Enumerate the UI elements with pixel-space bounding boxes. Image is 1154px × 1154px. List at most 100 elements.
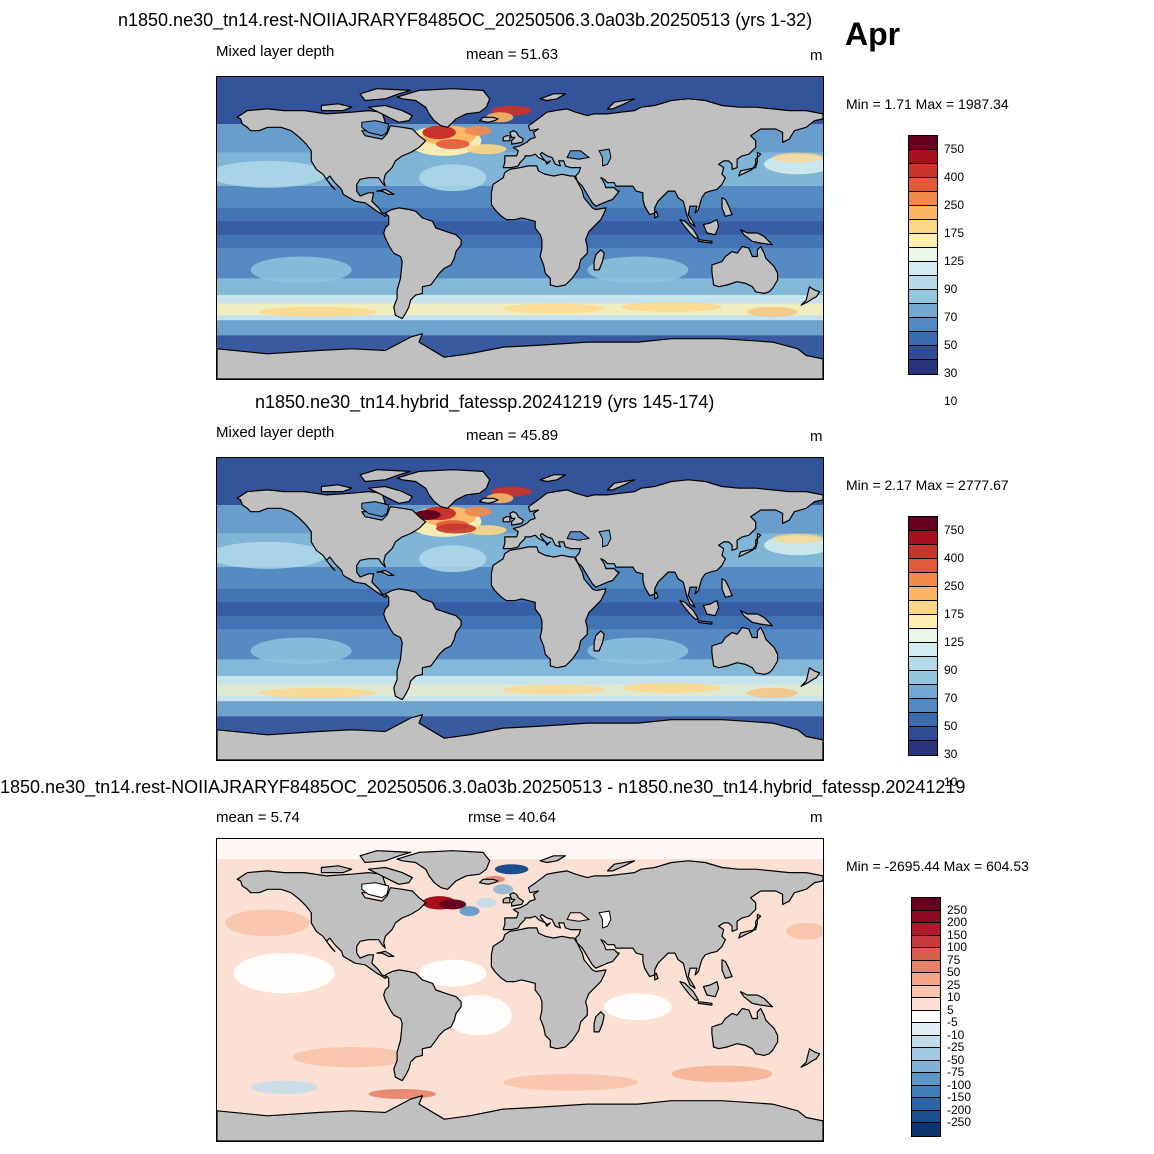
- panel2-mean-label: mean = 45.89: [466, 427, 559, 444]
- colorbar-label: 50: [947, 965, 961, 980]
- colorbar-label: 70: [944, 310, 958, 324]
- colorbar-label: 175: [944, 607, 965, 621]
- black-sea: [566, 912, 591, 922]
- colorbar-label: 125: [944, 254, 965, 268]
- colorbar-label: 150: [947, 927, 968, 942]
- land-novaya: [606, 860, 636, 872]
- colorbar-label: 30: [944, 747, 958, 761]
- land-victoria: [320, 484, 353, 493]
- colorbar-label: 250: [944, 579, 965, 593]
- colorbar-swatch: [909, 164, 937, 178]
- land-philippines: [721, 578, 733, 598]
- colorbar-swatch: [909, 150, 937, 164]
- colorbar-label: 750: [944, 523, 965, 537]
- land-victoria: [320, 865, 353, 874]
- land-baffin: [367, 866, 413, 885]
- land-japan: [738, 532, 762, 558]
- panel2-minmax: Min = 2.17 Max = 2777.67: [846, 477, 1009, 493]
- colorbar-swatch: [909, 248, 937, 262]
- land-antarctica: [217, 714, 823, 760]
- colorbar-box: [908, 135, 938, 375]
- caspian-sea: [598, 910, 612, 929]
- hudson-bay: [361, 120, 390, 137]
- land-sriLanka: [654, 210, 659, 219]
- colorbar-swatch: [909, 629, 937, 643]
- land-novaya: [606, 479, 636, 491]
- panel3-mean-label: mean = 5.74: [216, 809, 300, 826]
- land-indonesia2: [702, 600, 720, 617]
- land-northAmerica: [236, 108, 427, 217]
- land-eurasia: [502, 98, 823, 227]
- colorbar-swatch: [909, 587, 937, 601]
- colorbar-label: -25: [947, 1040, 965, 1055]
- panel2-variable-label: Mixed layer depth: [216, 424, 335, 441]
- panel1-mean-label: mean = 51.63: [466, 46, 559, 63]
- colorbar-label: -250: [947, 1115, 972, 1130]
- colorbar-label: 10: [947, 990, 961, 1005]
- land-cuba: [376, 569, 395, 576]
- land-southAmerica: [383, 207, 462, 320]
- black-sea: [566, 150, 591, 160]
- land-newZealand: [800, 286, 821, 306]
- colorbar-label: 10: [944, 394, 958, 408]
- colorbar-label: 90: [944, 282, 958, 296]
- land-greenland: [396, 88, 491, 128]
- caspian-sea: [598, 529, 612, 548]
- land-philippines: [721, 959, 733, 979]
- land-cuba: [376, 188, 395, 195]
- colorbar-swatch: [909, 346, 937, 360]
- land-eurasia: [502, 479, 823, 608]
- colorbar-swatch: [909, 643, 937, 657]
- land-madagascar: [593, 249, 605, 271]
- colorbar-swatch: [912, 898, 940, 911]
- colorbar-label: 90: [944, 663, 958, 677]
- colorbar-swatch: [912, 1110, 940, 1124]
- land-ellesmere: [359, 469, 412, 483]
- panel2-title: n1850.ne30_tn14.hybrid_fatessp.20241219 …: [255, 392, 715, 412]
- panel1-map: [216, 76, 824, 380]
- colorbar-label: -75: [947, 1065, 965, 1080]
- land-newZealand: [800, 1048, 821, 1068]
- land-svalbard: [539, 474, 566, 483]
- colorbar-label: -50: [947, 1052, 965, 1067]
- colorbar-label: 750: [944, 142, 965, 156]
- land-baffin: [367, 104, 413, 123]
- land-iceland: [479, 878, 499, 885]
- colorbar-box: [911, 897, 941, 1137]
- land-svalbard: [539, 855, 566, 864]
- colorbar-label: -150: [947, 1090, 972, 1105]
- colorbar-swatch: [909, 234, 937, 248]
- panel2-units-label: m: [810, 428, 823, 445]
- land-ireland: [502, 897, 511, 904]
- colorbar-swatch: [909, 192, 937, 206]
- land-southAmerica: [383, 969, 462, 1082]
- land-ireland: [502, 135, 511, 142]
- colorbar-swatch: [909, 276, 937, 290]
- colorbar-label: 10: [944, 775, 958, 789]
- caspian-sea: [598, 148, 612, 167]
- colorbar-label: -200: [947, 1102, 972, 1117]
- hudson-bay: [361, 882, 390, 899]
- colorbar-label: 125: [944, 635, 965, 649]
- colorbar-swatch: [909, 206, 937, 220]
- colorbar-label: 100: [947, 940, 968, 955]
- colorbar-swatch: [909, 136, 937, 150]
- colorbar-swatch: [909, 304, 937, 318]
- land-newGuinea: [739, 991, 774, 1008]
- colorbar-label: 200: [947, 915, 968, 930]
- land-northAmerica: [236, 489, 427, 598]
- panel1-title: n1850.ne30_tn14.rest-NOIIAJRARYF8485OC_2…: [118, 10, 813, 30]
- land-newZealand: [800, 667, 821, 687]
- panel3-title: n1850.ne30_tn14.rest-NOIIAJRARYF8485OC_2…: [0, 777, 966, 797]
- panel1-map-svg: [217, 77, 823, 379]
- colorbar-label: -5: [947, 1015, 958, 1030]
- colorbar-swatch: [912, 1073, 940, 1086]
- colorbar-swatch: [909, 573, 937, 587]
- colorbar-label: 30: [944, 366, 958, 380]
- colorbar-swatch: [909, 360, 937, 374]
- panel3-map: [216, 838, 824, 1142]
- land-indonesia1: [679, 219, 699, 239]
- panel1-units-label: m: [810, 47, 823, 64]
- colorbar-swatch: [912, 985, 940, 999]
- land-eurasia: [502, 860, 823, 989]
